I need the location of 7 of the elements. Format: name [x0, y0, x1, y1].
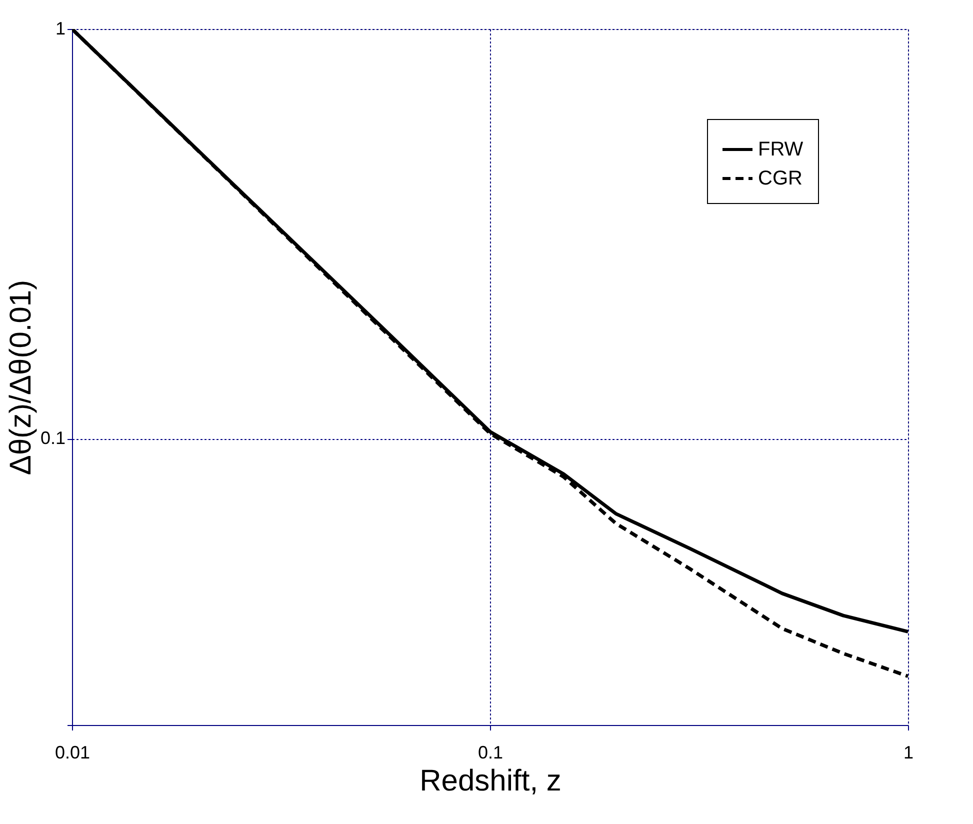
- x-axis-title: Redshift, z: [420, 764, 562, 798]
- x-tick-label: 1: [903, 742, 914, 762]
- x-tick-label: 0.01: [54, 742, 90, 762]
- legend-label: CGR: [758, 168, 802, 190]
- y-axis-title: Δθ(z)/Δθ(0.01): [4, 280, 38, 476]
- x-tick-label: 0.1: [478, 742, 504, 762]
- legend-label: FRW: [758, 138, 804, 160]
